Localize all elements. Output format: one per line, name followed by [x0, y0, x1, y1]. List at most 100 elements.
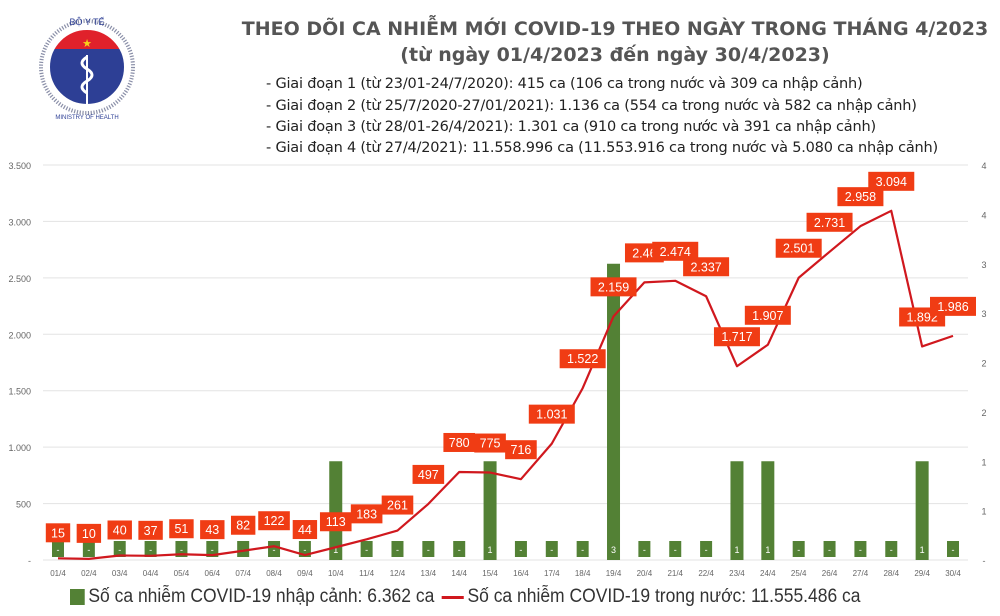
- import-bar: [607, 263, 621, 560]
- domestic-data-label: 51: [174, 522, 188, 536]
- import-bar-label-box: [144, 541, 157, 557]
- import-bar-label-box: [329, 541, 342, 557]
- domestic-data-label: 40: [113, 523, 127, 537]
- import-bar-label-box: [576, 541, 589, 557]
- import-bar-label-box: [391, 541, 404, 557]
- legend-bar-swatch: [70, 589, 85, 605]
- import-bar-label-box: [82, 541, 95, 557]
- domestic-label-box: [744, 305, 791, 325]
- import-bar-label: -: [550, 545, 553, 555]
- domestic-label-box: [230, 515, 256, 535]
- import-bar-label: 1: [734, 545, 739, 555]
- x-axis-tick: 27/4: [853, 569, 869, 578]
- import-bar-label-box: [947, 541, 959, 557]
- import-bar-label-box: [638, 541, 651, 557]
- x-axis-tick: 14/4: [451, 569, 467, 578]
- import-bar-label: -: [211, 545, 214, 555]
- import-bar-label: -: [952, 545, 955, 555]
- left-axis-tick: 3.000: [8, 217, 31, 227]
- x-axis-tick: 20/4: [637, 569, 653, 578]
- left-axis-tick: 1.000: [8, 443, 31, 453]
- import-bar-label-box: [730, 541, 743, 557]
- import-bar-label: -: [396, 545, 399, 555]
- domestic-data-label: 15: [51, 526, 65, 540]
- domestic-data-label: 183: [356, 507, 377, 521]
- domestic-label-box: [258, 511, 290, 531]
- x-axis-tick: 01/4: [50, 569, 66, 578]
- import-bar-label-box: [422, 541, 435, 557]
- import-bar-label: 1: [488, 545, 493, 555]
- import-bar-label-box: [854, 541, 867, 557]
- domestic-label-box: [381, 495, 414, 515]
- legend-line-swatch: [441, 595, 464, 599]
- domestic-label-box: [76, 523, 102, 543]
- import-bar-label: -: [458, 545, 461, 555]
- domestic-data-label: 1.986: [937, 300, 968, 314]
- x-axis-tick: 03/4: [112, 569, 128, 578]
- x-axis-tick: 18/4: [575, 569, 591, 578]
- import-bar-label-box: [453, 541, 466, 557]
- domestic-label-box: [837, 187, 884, 207]
- import-bar-label: -: [705, 545, 708, 555]
- domestic-data-label: 716: [511, 443, 532, 457]
- import-bar-label: -: [303, 545, 306, 555]
- ministry-of-health-logo: ★ BỘ Y TẾ MINISTRY OF HEALTH: [39, 17, 135, 121]
- domestic-label-box: [319, 512, 352, 532]
- domestic-label-box: [169, 519, 194, 539]
- phase-1-summary: - Giai đoạn 1 (từ 23/01-24/7/2020): 415 …: [266, 76, 863, 92]
- import-bar-label-box: [237, 541, 250, 557]
- domestic-data-label: 10: [82, 527, 96, 541]
- domestic-label-box: [868, 171, 915, 191]
- import-bar-label-box: [700, 541, 713, 557]
- x-axis-tick: 05/4: [174, 569, 190, 578]
- x-axis-tick: 08/4: [266, 569, 282, 578]
- domestic-label-box: [930, 296, 976, 316]
- import-bar-label: -: [87, 545, 90, 555]
- domestic-data-label: 113: [326, 515, 346, 529]
- domestic-label-box: [107, 520, 132, 540]
- domestic-label-box: [200, 520, 225, 540]
- domestic-label-box: [775, 238, 822, 258]
- import-bar-label-box: [113, 541, 126, 557]
- x-axis-tick: 12/4: [390, 569, 406, 578]
- import-bar-label-box: [206, 541, 219, 557]
- right-axis-tick: 3: [981, 309, 986, 319]
- x-axis-tick: 24/4: [760, 569, 776, 578]
- import-bar-label: -: [273, 545, 276, 555]
- x-axis-tick: 28/4: [883, 569, 899, 578]
- chart-subtitle: (từ ngày 01/4/2023 đến ngày 30/4/2023): [400, 44, 830, 66]
- x-axis-tick: 17/4: [544, 569, 560, 578]
- domestic-label-box: [652, 241, 699, 261]
- domestic-data-label: 1.031: [536, 408, 567, 422]
- domestic-data-label: 37: [144, 524, 158, 538]
- import-bar-label: -: [365, 545, 368, 555]
- import-bar-label-box: [823, 541, 836, 557]
- x-axis-tick: 11/4: [359, 569, 375, 578]
- domestic-data-label: 1.717: [721, 330, 752, 344]
- left-axis-tick: -: [28, 556, 31, 566]
- import-bar: [915, 461, 929, 560]
- import-bar-label-box: [484, 541, 497, 557]
- import-bar-label: -: [149, 545, 152, 555]
- domestic-data-label: 82: [236, 519, 250, 533]
- right-axis-tick: 1: [981, 507, 986, 517]
- domestic-data-label: 2.474: [660, 245, 691, 259]
- domestic-label-box: [292, 520, 318, 540]
- left-axis-tick: 2.500: [8, 274, 31, 284]
- x-axis-tick: 21/4: [667, 569, 683, 578]
- x-axis-tick: 02/4: [81, 569, 97, 578]
- left-axis-tick: 500: [16, 500, 31, 510]
- import-bar: [329, 461, 343, 560]
- import-bar-label-box: [885, 541, 898, 557]
- import-bar-label-box: [268, 541, 281, 557]
- domestic-data-label: 2.958: [845, 190, 876, 204]
- import-bar-label: -: [859, 545, 862, 555]
- x-axis-tick: 15/4: [482, 569, 498, 578]
- right-axis-tick: 4: [981, 210, 986, 220]
- x-axis-tick: 23/4: [729, 569, 745, 578]
- x-axis-tick: 04/4: [143, 569, 159, 578]
- domestic-label-box: [806, 212, 853, 232]
- domestic-data-label: 1.907: [752, 309, 783, 323]
- x-axis-tick: 26/4: [822, 569, 838, 578]
- domestic-cases-line: [57, 209, 954, 560]
